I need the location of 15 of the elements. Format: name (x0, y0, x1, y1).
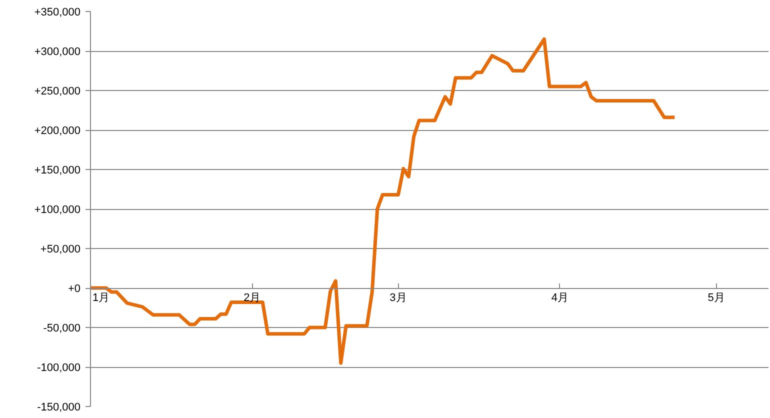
x-tick-label: 4月 (551, 292, 568, 304)
x-tick-label: 1月 (92, 292, 110, 304)
y-tick-label: +300,000 (34, 46, 80, 58)
y-tick-label: +150,000 (34, 164, 80, 176)
y-tick-label: +250,000 (34, 86, 80, 98)
x-tick-label: 3月 (390, 292, 407, 304)
y-tick-label: +200,000 (34, 125, 80, 137)
y-tick-label: +350,000 (34, 6, 80, 18)
y-tick-label: +0 (68, 283, 81, 295)
y-tick-label: -100,000 (37, 362, 81, 374)
x-tick-label: 5月 (708, 292, 725, 304)
y-tick-label: +100,000 (34, 204, 80, 216)
y-tick-label: -50,000 (43, 322, 81, 334)
y-tick-label: -150,000 (37, 402, 81, 414)
y-tick-label: +50,000 (40, 244, 81, 256)
